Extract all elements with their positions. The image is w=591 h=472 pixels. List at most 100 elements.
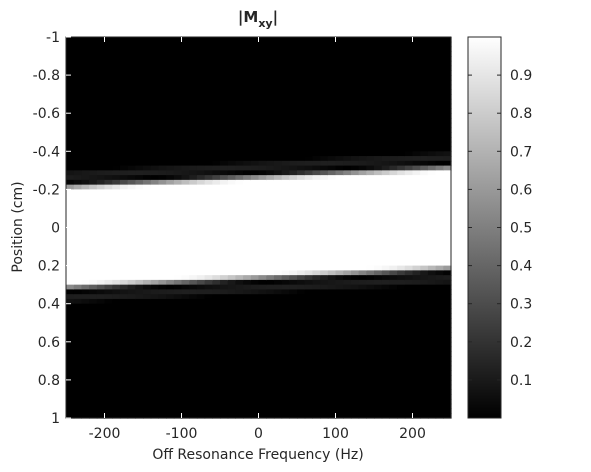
heatmap-cell <box>173 56 183 62</box>
heatmap-cell <box>320 70 329 76</box>
heatmap-cell <box>327 379 337 386</box>
heatmap-cell <box>389 217 398 224</box>
heatmap-cell <box>112 156 121 162</box>
heatmap-cell <box>443 365 452 371</box>
heatmap-cell <box>358 237 367 243</box>
heatmap-cell <box>327 184 337 190</box>
heatmap-cell <box>173 203 183 210</box>
heatmap-cell <box>381 241 390 248</box>
heatmap-cell <box>343 332 352 338</box>
heatmap-cell <box>304 70 313 76</box>
heatmap-cell <box>427 356 437 362</box>
heatmap-cell <box>143 156 152 162</box>
heatmap-cell <box>289 360 298 367</box>
heatmap-cell <box>366 79 375 86</box>
heatmap-cell <box>427 394 437 400</box>
heatmap-cell <box>289 237 298 243</box>
heatmap-cell <box>73 151 82 157</box>
heatmap-cell <box>89 275 98 281</box>
heatmap-cell <box>304 275 313 281</box>
heatmap-cell <box>243 227 252 233</box>
heatmap-cell <box>204 379 213 386</box>
heatmap-cell <box>220 313 229 319</box>
heatmap-cell <box>389 308 398 314</box>
heatmap-cell <box>181 151 190 157</box>
heatmap-cell <box>81 113 90 119</box>
heatmap-cell <box>212 394 221 400</box>
heatmap-cell <box>381 208 390 214</box>
heatmap-cell <box>166 341 175 348</box>
heatmap-cell <box>397 84 406 90</box>
heatmap-cell <box>297 317 306 324</box>
heatmap-cell <box>435 403 444 410</box>
heatmap-cell <box>289 332 298 338</box>
heatmap-cell <box>412 151 421 157</box>
heatmap-cell <box>143 203 152 210</box>
heatmap-cell <box>227 160 236 167</box>
heatmap-cell <box>327 60 337 67</box>
heatmap-cell <box>343 260 352 267</box>
heatmap-cell <box>135 408 144 414</box>
heatmap-cell <box>212 127 221 133</box>
heatmap-cell <box>220 108 229 114</box>
heatmap-cell <box>320 379 329 386</box>
heatmap-cell <box>127 403 136 410</box>
heatmap-cell <box>104 213 113 219</box>
heatmap-cell <box>119 60 129 67</box>
heatmap-cell <box>258 351 267 357</box>
heatmap-cell <box>127 251 136 257</box>
heatmap-cell <box>397 198 406 205</box>
heatmap-cell <box>374 337 383 343</box>
heatmap-cell <box>73 384 82 391</box>
heatmap-cell <box>204 398 213 405</box>
heatmap-cell <box>204 317 213 324</box>
heatmap-cell <box>196 103 206 110</box>
heatmap-cell <box>212 256 221 262</box>
heatmap-cell <box>312 146 321 152</box>
heatmap-cell <box>212 98 221 105</box>
heatmap-cell <box>266 375 275 381</box>
heatmap-cell <box>258 151 267 157</box>
heatmap-cell <box>135 379 144 386</box>
heatmap-cell <box>374 365 383 371</box>
heatmap-cell <box>320 84 329 90</box>
heatmap-cell <box>427 103 437 110</box>
heatmap-cell <box>327 294 337 300</box>
heatmap-cell <box>204 203 213 210</box>
heatmap-cell <box>427 79 437 86</box>
heatmap-cell <box>420 75 429 81</box>
heatmap-cell <box>297 322 306 329</box>
heatmap-cell <box>212 46 221 52</box>
heatmap-cell <box>66 394 75 400</box>
heatmap-cell <box>220 98 229 105</box>
heatmap-cell <box>427 51 437 57</box>
heatmap-cell <box>412 113 421 119</box>
heatmap-cell <box>297 208 306 214</box>
heatmap-cell <box>158 379 167 386</box>
heatmap-cell <box>266 332 275 338</box>
heatmap-cell <box>335 279 344 286</box>
heatmap-cell <box>212 227 221 233</box>
heatmap-cell <box>397 56 406 62</box>
heatmap-cell <box>196 289 206 295</box>
heatmap-cell <box>358 341 367 348</box>
heatmap-cell <box>297 113 306 119</box>
heatmap-cell <box>250 117 260 124</box>
heatmap-cell <box>189 146 198 152</box>
heatmap-cell <box>150 165 159 171</box>
heatmap-cell <box>358 379 367 386</box>
heatmap-cell <box>266 370 275 376</box>
heatmap-cell <box>250 346 260 352</box>
heatmap-cell <box>412 79 421 86</box>
heatmap-cell <box>196 113 206 119</box>
heatmap-cell <box>135 270 144 276</box>
heatmap-cell <box>374 284 383 291</box>
heatmap-cell <box>381 175 390 181</box>
heatmap-cell <box>327 37 337 43</box>
heatmap-cell <box>89 398 98 405</box>
heatmap-cell <box>435 384 444 391</box>
heatmap-cell <box>366 389 375 395</box>
heatmap-cell <box>404 217 414 224</box>
heatmap-cell <box>389 275 398 281</box>
heatmap-cell <box>266 365 275 371</box>
